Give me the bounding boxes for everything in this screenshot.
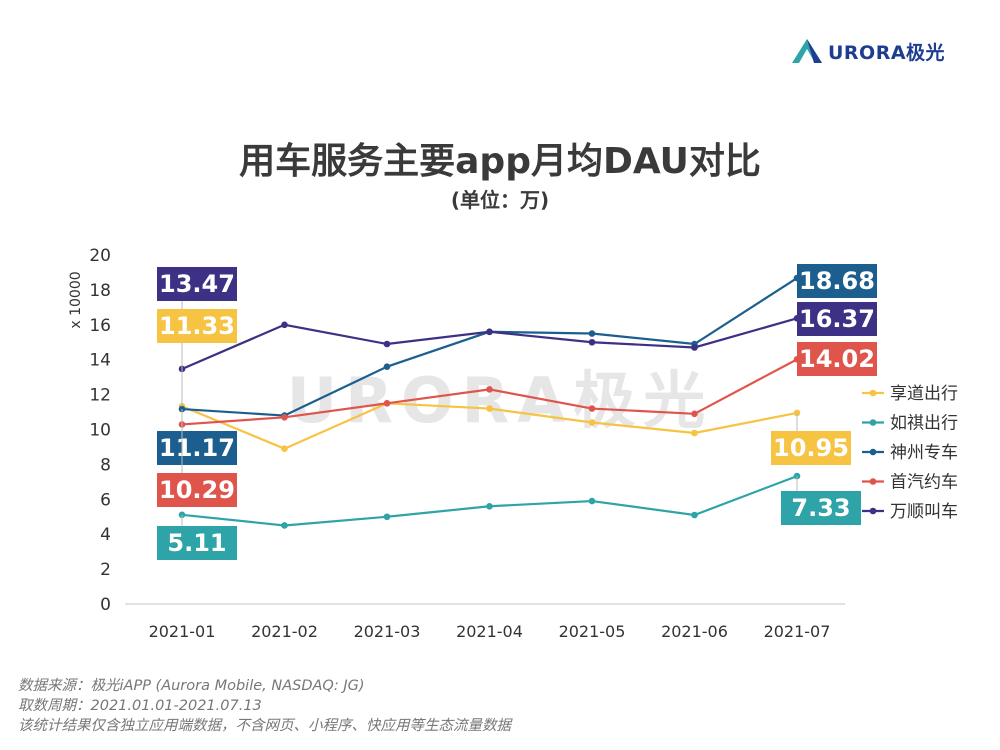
data-label-box	[797, 264, 877, 298]
y-tick-label: 12	[89, 386, 111, 406]
legend-marker	[869, 478, 877, 485]
legend-label: 神州专车	[890, 443, 958, 463]
data-point	[691, 429, 698, 437]
x-tick-label: 2021-07	[764, 622, 831, 641]
data-point	[383, 340, 391, 348]
data-label: 14.02	[799, 345, 875, 373]
aurora-logo-icon	[792, 39, 822, 63]
data-point	[383, 513, 391, 521]
footer-period: 取数周期：2021.01.01-2021.07.13	[18, 698, 262, 714]
data-label-box	[797, 302, 877, 336]
data-label-box	[157, 267, 237, 301]
data-point	[588, 338, 596, 346]
x-tick-label: 2021-06	[661, 622, 728, 641]
y-tick-label: 10	[89, 421, 111, 441]
data-point	[281, 522, 288, 529]
data-point	[691, 511, 698, 519]
y-tick-label: 4	[100, 525, 111, 545]
y-tick-label: 8	[100, 455, 111, 475]
y-tick-label: 18	[89, 281, 111, 301]
watermark: URORA极光	[287, 364, 714, 437]
x-tick-label: 2021-03	[354, 622, 421, 641]
y-tick-label: 6	[100, 490, 111, 510]
data-label: 7.33	[791, 494, 850, 522]
x-tick-label: 2021-01	[149, 622, 216, 641]
series-line-1	[181, 475, 798, 527]
data-label: 11.33	[159, 312, 235, 340]
legend-marker	[869, 448, 877, 456]
data-point	[588, 330, 596, 337]
data-label: 10.95	[773, 434, 849, 462]
data-label-box	[797, 342, 877, 376]
data-label: 11.17	[159, 434, 235, 462]
data-label-box	[157, 431, 237, 465]
aurora-logo: URORA极光	[790, 36, 945, 66]
data-label-box	[157, 526, 237, 560]
data-point	[486, 502, 493, 510]
aurora-logo-text: URORA极光	[828, 41, 946, 64]
data-label-box	[157, 473, 237, 507]
legend-marker	[869, 507, 877, 515]
data-point	[383, 363, 391, 370]
data-label-box	[781, 491, 861, 525]
data-point	[691, 344, 698, 351]
data-point	[281, 321, 288, 329]
legend-label: 首汽约车	[890, 473, 958, 493]
legend-marker	[869, 389, 877, 397]
data-point	[588, 497, 596, 505]
data-point	[281, 445, 288, 452]
data-point	[486, 328, 493, 336]
data-label-box	[157, 309, 237, 343]
data-point	[281, 413, 288, 421]
chart-subtitle: (单位：万)	[450, 188, 550, 212]
x-tick-label: 2021-04	[456, 622, 523, 641]
footer-source: 数据来源：极光iAPP (Aurora Mobile, NASDAQ: JG)	[18, 678, 365, 694]
chart-title: 用车服务主要app月均DAU对比	[239, 141, 761, 182]
x-tick-label: 2021-05	[559, 622, 626, 641]
data-label: 18.68	[799, 267, 875, 295]
data-point	[486, 386, 493, 393]
y-tick-label: 20	[89, 246, 111, 266]
legend-label: 万顺叫车	[890, 502, 958, 522]
x-tick-label: 2021-02	[251, 622, 318, 641]
y-axis-label: x 10000	[68, 271, 84, 328]
legend-label: 如祺出行	[890, 414, 958, 434]
data-label: 10.29	[159, 476, 235, 504]
y-tick-label: 16	[89, 316, 111, 336]
legend-label: 享道出行	[890, 384, 958, 404]
legend-marker	[869, 419, 877, 426]
data-label: 16.37	[799, 305, 875, 333]
data-point	[588, 419, 596, 426]
footer-disclaimer: 该统计结果仅含独立应用端数据，不含网页、小程序、快应用等生态流量数据	[18, 718, 511, 734]
data-point	[691, 410, 698, 418]
data-point	[486, 405, 493, 412]
data-point	[588, 405, 596, 412]
data-label-box	[771, 431, 851, 465]
y-tick-label: 2	[100, 560, 111, 580]
y-tick-label: 14	[89, 351, 111, 371]
y-tick-label: 0	[100, 595, 111, 615]
data-point	[383, 400, 391, 407]
series-line-4	[181, 317, 798, 370]
footer-notes: 数据来源：极光iAPP (Aurora Mobile, NASDAQ: JG) …	[18, 676, 511, 736]
data-label: 13.47	[159, 270, 235, 298]
data-label: 5.11	[167, 529, 226, 557]
